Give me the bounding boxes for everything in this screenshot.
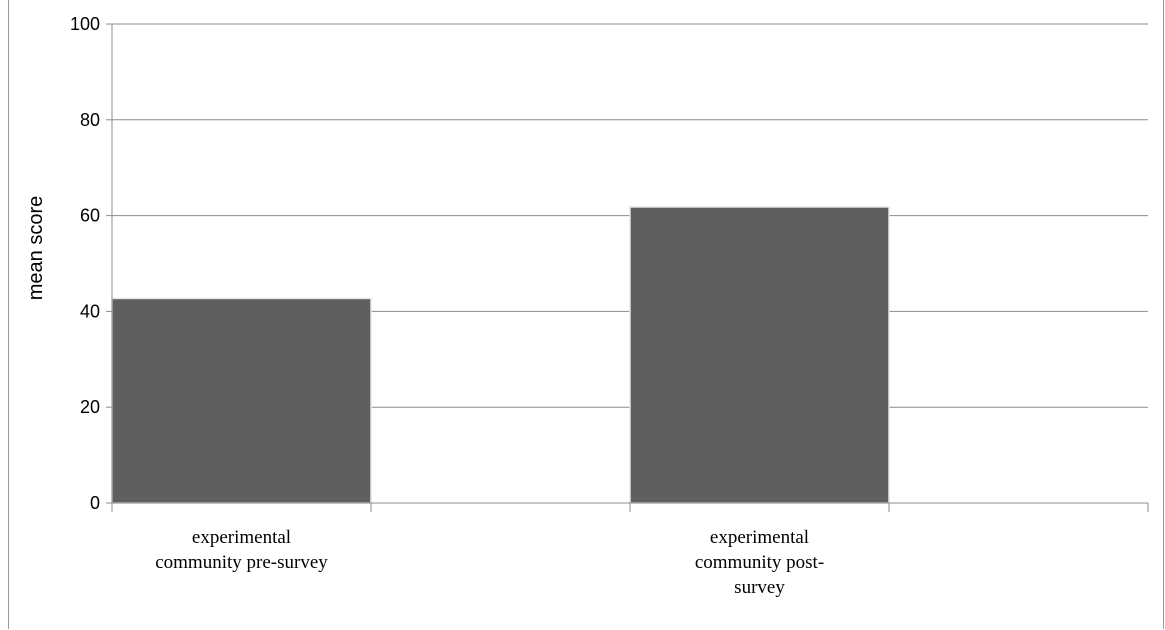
x-category-label: experimental community pre-survey — [155, 527, 328, 573]
bars — [111, 206, 890, 504]
x-category-label-line: community pre-survey — [155, 552, 328, 573]
x-category-label-line: survey — [734, 577, 785, 598]
y-tick-label: 20 — [80, 397, 100, 417]
y-tick-label: 100 — [70, 14, 100, 34]
x-category-label-line: experimental — [192, 527, 291, 548]
y-tick-label: 80 — [80, 110, 100, 130]
x-category-labels: experimental community pre-surveyexperime… — [155, 527, 824, 598]
y-tick-label: 40 — [80, 301, 100, 321]
bar — [111, 297, 372, 504]
y-tick-labels: 0 20 40 60 80 100 — [70, 14, 100, 513]
y-tick-label: 60 — [80, 206, 100, 226]
x-category-label-line: experimental — [710, 527, 809, 548]
y-tick-label: 0 — [90, 493, 100, 513]
axes — [106, 23, 1149, 512]
x-category-label: experimental community post-survey — [695, 527, 824, 598]
chart-frame — [8, 0, 1164, 629]
x-category-label-line: community post- — [695, 552, 824, 573]
bar — [629, 206, 890, 504]
y-axis-title: mean score — [25, 196, 47, 301]
